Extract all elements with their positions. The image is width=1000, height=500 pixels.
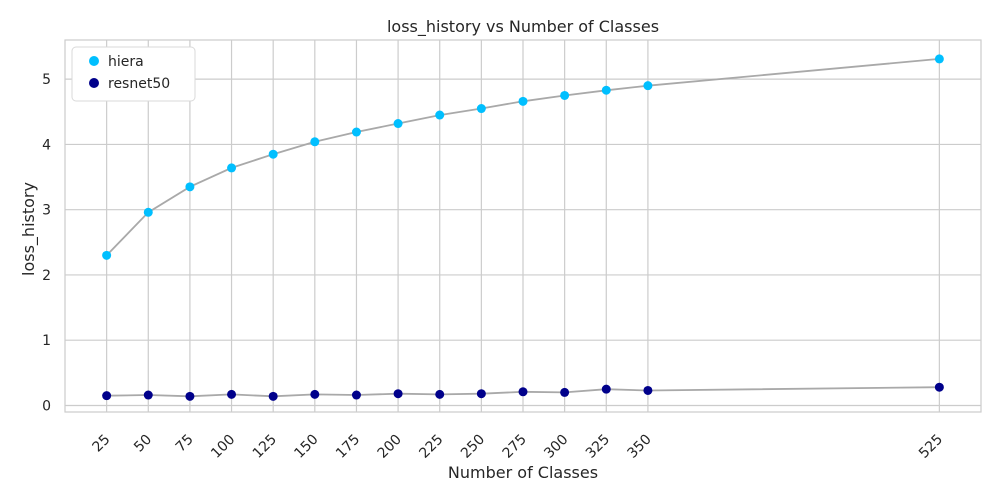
data-point-resnet50 — [934, 382, 944, 392]
legend-label-hiera: hiera — [108, 54, 144, 70]
data-point-hiera — [227, 163, 237, 173]
chart-title: loss_history vs Number of Classes — [387, 17, 659, 37]
x-tick-label: 100 — [208, 432, 238, 462]
data-point-hiera — [268, 149, 278, 159]
data-point-resnet50 — [435, 389, 445, 399]
data-point-resnet50 — [560, 387, 570, 397]
x-tick-label: 175 — [333, 432, 363, 462]
y-tick-label: 5 — [42, 72, 51, 88]
x-tick-label: 25 — [90, 432, 114, 456]
x-tick-label: 250 — [458, 432, 488, 462]
y-tick-labels: 0 1 2 3 4 5 — [42, 72, 51, 414]
data-point-resnet50 — [227, 389, 237, 399]
plot-border — [64, 39, 982, 413]
data-point-resnet50 — [393, 389, 403, 399]
x-tick-label: 225 — [416, 432, 446, 462]
grid-lines — [65, 40, 981, 412]
data-point-resnet50 — [643, 385, 653, 395]
x-tick-label: 350 — [625, 432, 655, 462]
data-point-hiera — [393, 119, 403, 129]
data-point-resnet50 — [518, 387, 528, 397]
x-tick-label: 150 — [291, 432, 321, 462]
x-tick-labels: 25 50 75 100 125 150 175 200 225 250 275 300 325 350 5… — [90, 432, 947, 462]
data-point-resnet50 — [143, 390, 153, 400]
legend-label-resnet50: resnet50 — [108, 76, 170, 92]
data-point-resnet50 — [351, 390, 361, 400]
data-point-resnet50 — [268, 391, 278, 401]
data-point-resnet50 — [476, 389, 486, 399]
y-tick-label: 4 — [42, 137, 51, 153]
legend-marker-resnet50 — [89, 78, 99, 88]
data-point-hiera — [143, 207, 153, 217]
x-tick-label: 200 — [375, 432, 405, 462]
data-point-hiera — [560, 90, 570, 100]
data-point-hiera — [351, 127, 361, 137]
data-point-hiera — [601, 85, 611, 95]
y-tick-label: 3 — [42, 203, 51, 219]
legend-marker-hiera — [89, 56, 99, 66]
legend-box — [71, 46, 196, 102]
legend: hiera resnet50 — [71, 46, 196, 102]
y-axis-label: loss_history — [19, 182, 39, 276]
x-tick-label: 525 — [916, 432, 946, 462]
data-point-hiera — [476, 104, 486, 114]
x-tick-label: 300 — [541, 432, 571, 462]
y-tick-label: 2 — [42, 268, 51, 284]
x-tick-label: 125 — [250, 432, 280, 462]
x-tick-label: 50 — [131, 432, 155, 456]
data-point-hiera — [643, 81, 653, 91]
data-point-resnet50 — [102, 391, 112, 401]
y-tick-label: 0 — [42, 398, 51, 414]
x-tick-label: 325 — [583, 432, 613, 462]
data-point-hiera — [310, 137, 320, 147]
x-tick-label: 275 — [500, 432, 530, 462]
plot-frame — [64, 39, 982, 413]
x-tick-label: 75 — [173, 432, 197, 456]
data-point-resnet50 — [601, 384, 611, 394]
y-tick-label: 1 — [42, 333, 51, 349]
data-point-hiera — [518, 96, 528, 106]
data-point-hiera — [435, 110, 445, 120]
x-axis-label: Number of Classes — [448, 463, 598, 482]
data-point-hiera — [102, 250, 112, 260]
data-point-resnet50 — [185, 391, 195, 401]
data-point-resnet50 — [310, 389, 320, 399]
series-points — [102, 54, 944, 401]
data-point-hiera — [934, 54, 944, 64]
data-point-hiera — [185, 182, 195, 192]
